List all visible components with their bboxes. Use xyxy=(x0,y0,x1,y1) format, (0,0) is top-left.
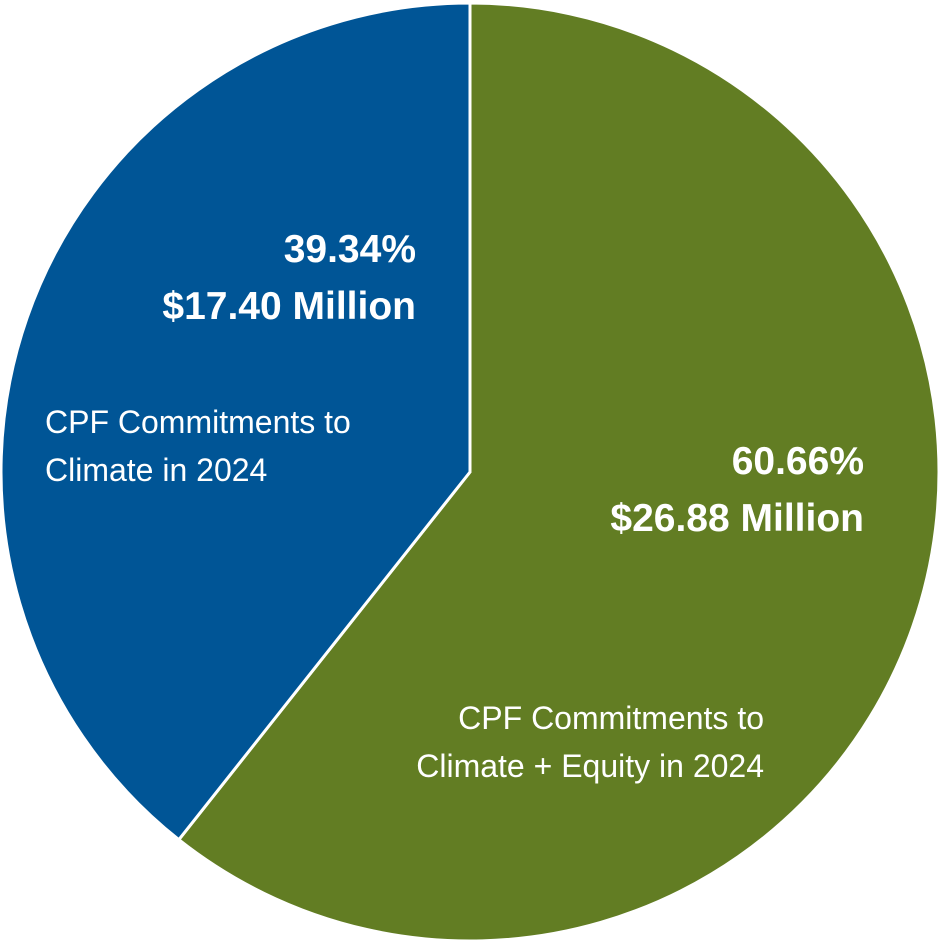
pie-slice xyxy=(0,1,472,842)
category-label: CPF Commitments to Climate in 2024 xyxy=(45,404,351,488)
amount-label: $26.88 Million xyxy=(610,497,864,540)
amount-label: $17.40 Million xyxy=(162,285,416,328)
category-label: CPF Commitments to Climate + Equity in 2… xyxy=(416,700,764,784)
pie-slice xyxy=(176,1,938,943)
value-label: 60.66% xyxy=(731,440,864,483)
value-label: 39.34% xyxy=(283,228,416,271)
